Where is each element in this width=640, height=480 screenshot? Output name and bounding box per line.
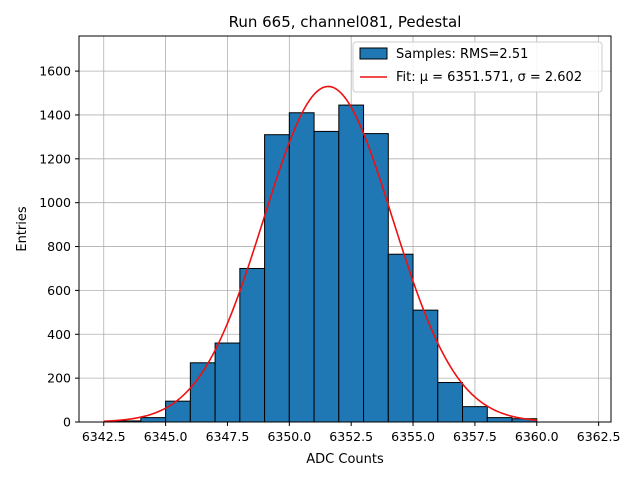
histogram-bar: [288, 112, 315, 423]
x-tick-label: 6360.0: [515, 429, 559, 444]
histogram-bar: [387, 253, 414, 423]
histogram-bar: [214, 342, 241, 423]
y-tick-label: 1200: [39, 151, 71, 166]
y-tick-label: 800: [47, 239, 71, 254]
chart-title: Run 665, channel081, Pedestal: [229, 13, 462, 31]
legend-fit-label: Fit: μ = 6351.571, σ = 2.602: [396, 70, 582, 85]
x-tick-label: 6342.5: [82, 429, 126, 444]
x-axis-ticks: 6342.5 6345.0 6347.5 6350.0 6352.5 6355.0 6357…: [82, 422, 621, 444]
legend-samples-label: Samples: RMS=2.51: [396, 47, 528, 62]
histogram-bar: [486, 417, 513, 423]
x-tick-label: 6347.5: [206, 429, 250, 444]
histogram-bar: [412, 309, 439, 423]
y-tick-label: 200: [47, 371, 71, 386]
x-tick-label: 6355.0: [391, 429, 435, 444]
legend-box: [352, 41, 603, 93]
y-tick-label: 1600: [39, 64, 71, 79]
histogram-bar: [239, 267, 266, 423]
x-tick-label: 6350.0: [267, 429, 311, 444]
histogram-bar: [338, 104, 365, 423]
histogram-bar: [140, 417, 167, 423]
y-tick-label: 1000: [39, 195, 71, 210]
y-axis-label: Entries: [15, 206, 30, 252]
x-tick-label: 6345.0: [144, 429, 188, 444]
plot-frame: [78, 35, 612, 423]
y-tick-label: 1400: [39, 107, 71, 122]
histogram-bars: [115, 104, 538, 423]
x-tick-label: 6362.5: [577, 429, 621, 444]
fit-curve: [103, 85, 537, 423]
y-tick-label: 600: [47, 283, 71, 298]
legend-samples-swatch: [359, 47, 388, 60]
y-axis-ticks: 0 200 400 600 800 1000 1200 1400 1600: [39, 64, 79, 430]
histogram-bar: [165, 400, 191, 423]
y-tick-label: 0: [63, 415, 71, 430]
x-tick-label: 6357.5: [453, 429, 497, 444]
x-tick-label: 6352.5: [329, 429, 373, 444]
histogram-bar: [313, 130, 340, 423]
x-axis-label: ADC Counts: [306, 452, 384, 467]
histogram-bar: [363, 133, 389, 423]
histogram-bar: [462, 406, 488, 423]
legend: Samples: RMS=2.51 Fit: μ = 6351.571, σ =…: [352, 41, 603, 93]
y-tick-label: 400: [47, 327, 71, 342]
histogram-bar: [437, 382, 464, 423]
